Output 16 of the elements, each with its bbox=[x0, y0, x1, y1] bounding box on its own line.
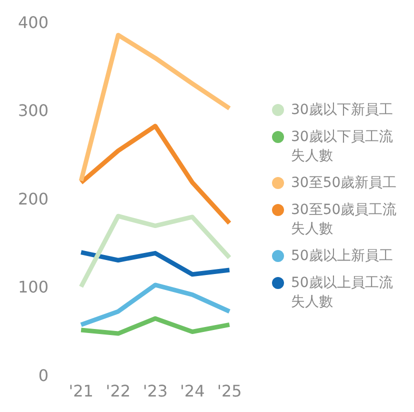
y-tick-label: 100 bbox=[18, 278, 49, 297]
legend-label: 30至50歲員工流失人數 bbox=[291, 200, 398, 238]
x-tick-label: '25 bbox=[217, 382, 242, 401]
y-tick-label: 400 bbox=[18, 12, 49, 32]
x-tick-label: '22 bbox=[106, 382, 131, 401]
y-tick-label: 0 bbox=[38, 366, 49, 385]
legend-label: 30歲以下員工流失人數 bbox=[291, 128, 394, 166]
legend-label: 50歲以上新員工 bbox=[291, 246, 394, 266]
y-tick-label: 200 bbox=[18, 189, 49, 208]
x-tick-label: '23 bbox=[142, 382, 168, 401]
x-tick-label: '24 bbox=[180, 382, 205, 401]
x-tick-label: '21 bbox=[68, 382, 94, 401]
legend-label: 50歲以上員工流失人數 bbox=[291, 274, 394, 312]
legend-label: 30至50歲新員工 bbox=[291, 174, 398, 192]
legend-label: 30歲以下新員工 bbox=[291, 100, 394, 120]
y-tick-label: 300 bbox=[18, 101, 49, 120]
